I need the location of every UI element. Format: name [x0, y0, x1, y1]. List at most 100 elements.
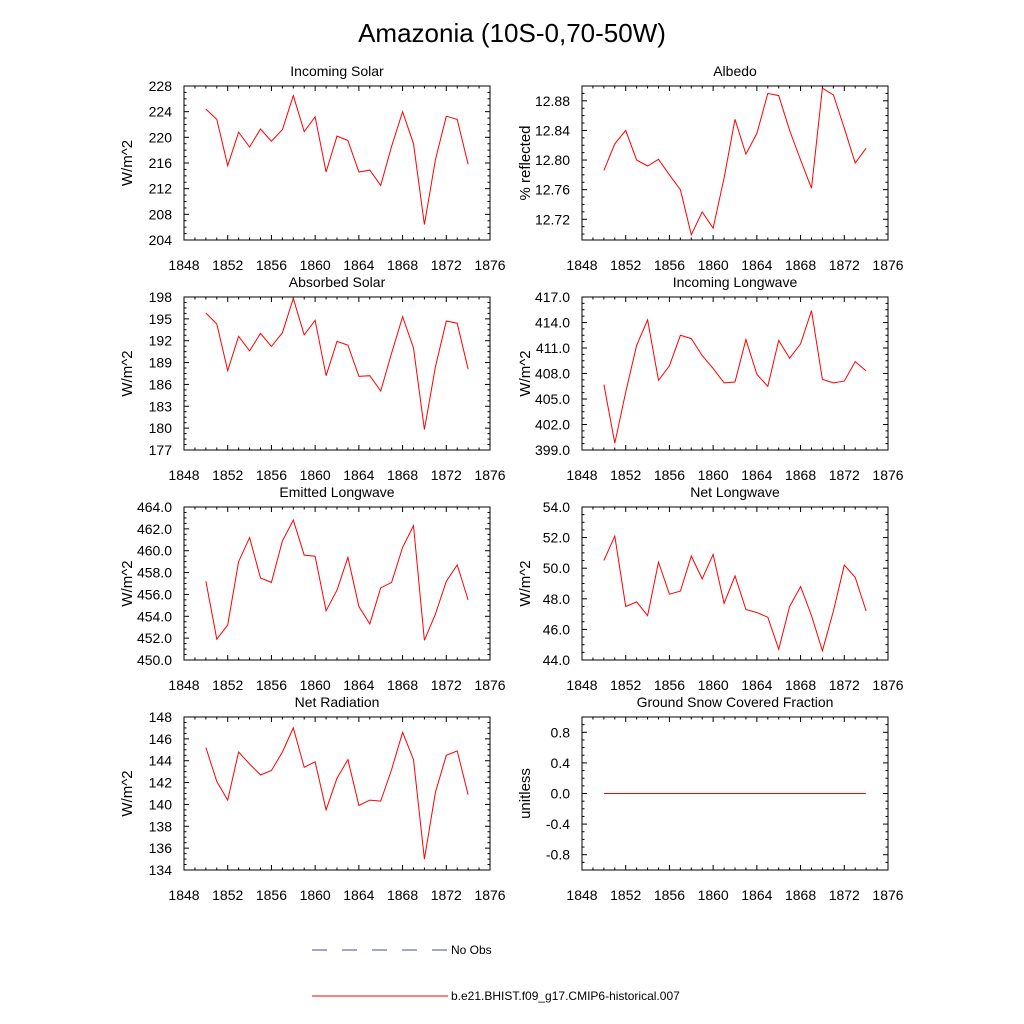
chart-panel-7: Ground Snow Covered Fraction unitless 1848… [517, 694, 904, 903]
plot-frame [183, 506, 491, 661]
y-tick-label: 189 [149, 355, 173, 371]
x-tick-label: 1848 [168, 257, 199, 273]
x-tick-label: 1852 [212, 887, 243, 903]
x-tick-label: 1864 [343, 257, 374, 273]
x-tick-label: 1852 [212, 467, 243, 483]
x-tick-label: 1860 [698, 677, 729, 693]
y-tick-label: 452.0 [137, 630, 172, 646]
x-tick-label: 1872 [829, 257, 860, 273]
legend-label-model: b.e21.BHIST.f09_g17.CMIP6-historical.007 [451, 989, 680, 1003]
y-tick-label: 12.80 [535, 152, 570, 168]
y-axis-label: W/m^2 [119, 560, 136, 606]
x-tick-label: 1868 [387, 257, 418, 273]
y-tick-label: 12.76 [535, 182, 570, 198]
x-tick-label: 1876 [474, 467, 505, 483]
chart-panel-4: Emitted Longwave W/m^2 1848 1852 1856 1860 186… [119, 484, 506, 693]
x-tick-label: 1860 [300, 677, 331, 693]
x-tick-label: 1868 [785, 677, 816, 693]
x-tick-label: 1856 [654, 467, 685, 483]
y-tick-label: 408.0 [535, 366, 570, 382]
chart-panel-6: Net Radiation W/m^2 1848 1852 1856 1860 1864 18… [119, 694, 506, 903]
x-tick-label: 1876 [872, 677, 903, 693]
y-tick-label: 192 [149, 333, 173, 349]
y-tick-label: 399.0 [535, 442, 570, 458]
y-tick-label: -0.4 [546, 816, 570, 832]
series-line [603, 310, 867, 444]
series-line [603, 534, 867, 653]
panel-title: Incoming Solar [290, 63, 384, 79]
y-tick-label: 450.0 [137, 652, 172, 668]
legend-label-no-obs: No Obs [451, 943, 492, 957]
y-tick-label: 46.0 [543, 621, 570, 637]
x-tick-label: 1864 [741, 257, 772, 273]
x-tick-label: 1864 [343, 887, 374, 903]
y-tick-label: 136 [149, 840, 173, 856]
y-tick-label: 0.4 [551, 755, 571, 771]
chart-panel-5: Net Longwave W/m^2 1848 1852 1856 1860 1864 186… [517, 484, 904, 693]
x-tick-label: 1868 [387, 887, 418, 903]
y-tick-label: 44.0 [543, 652, 570, 668]
panel-title: Net Longwave [690, 484, 780, 500]
x-tick-label: 1876 [474, 677, 505, 693]
y-axis-label: unitless [517, 768, 534, 819]
y-tick-label: 460.0 [137, 543, 172, 559]
y-tick-label: 144 [149, 753, 173, 769]
x-tick-label: 1876 [474, 887, 505, 903]
x-tick-label: 1852 [610, 467, 641, 483]
chart-panel-0: Incoming Solar W/m^2 1848 1852 1856 1860 1864 1… [119, 63, 506, 273]
y-tick-label: 405.0 [535, 391, 570, 407]
x-tick-label: 1856 [654, 257, 685, 273]
y-tick-label: 183 [149, 398, 173, 414]
y-axis-label: W/m^2 [517, 560, 534, 606]
y-tick-label: 208 [149, 206, 173, 222]
x-tick-label: 1872 [829, 677, 860, 693]
x-tick-label: 1856 [654, 887, 685, 903]
x-tick-label: 1872 [431, 257, 462, 273]
x-tick-label: 1872 [431, 467, 462, 483]
x-tick-label: 1848 [566, 467, 597, 483]
y-tick-label: 224 [149, 104, 173, 120]
y-tick-label: 464.0 [137, 499, 172, 515]
y-axis-label: W/m^2 [119, 770, 136, 816]
x-tick-label: 1856 [256, 887, 287, 903]
y-tick-label: 417.0 [535, 289, 570, 305]
y-tick-label: 50.0 [543, 560, 570, 576]
x-tick-label: 1860 [300, 887, 331, 903]
y-tick-label: 456.0 [137, 586, 172, 602]
y-tick-label: 48.0 [543, 591, 570, 607]
x-tick-label: 1876 [872, 257, 903, 273]
x-tick-label: 1848 [566, 887, 597, 903]
x-tick-label: 1868 [387, 467, 418, 483]
y-tick-label: 0.8 [551, 724, 571, 740]
y-tick-label: 186 [149, 376, 173, 392]
plot-frame [581, 296, 889, 451]
panel-title: Albedo [713, 63, 757, 79]
y-tick-label: 12.88 [535, 93, 570, 109]
series-line [205, 93, 469, 225]
plot-frame [183, 296, 491, 451]
y-tick-label: 216 [149, 155, 173, 171]
plot-frame [581, 85, 889, 241]
x-tick-label: 1848 [168, 467, 199, 483]
x-tick-label: 1852 [610, 887, 641, 903]
y-tick-label: 134 [149, 862, 173, 878]
y-tick-label: 138 [149, 818, 173, 834]
x-tick-label: 1868 [785, 257, 816, 273]
series-line [603, 87, 867, 237]
y-tick-label: 198 [149, 289, 173, 305]
y-tick-label: 204 [149, 232, 173, 248]
y-tick-label: -0.8 [546, 847, 570, 863]
panel-title: Net Radiation [295, 694, 380, 710]
y-tick-label: 0.0 [551, 786, 571, 802]
x-tick-label: 1876 [872, 467, 903, 483]
x-tick-label: 1860 [698, 467, 729, 483]
panel-title: Absorbed Solar [289, 274, 386, 290]
x-tick-label: 1860 [698, 887, 729, 903]
series-line [205, 296, 469, 430]
y-axis-label: W/m^2 [517, 350, 534, 396]
y-tick-label: 414.0 [535, 315, 570, 331]
y-tick-label: 402.0 [535, 417, 570, 433]
x-tick-label: 1864 [343, 467, 374, 483]
x-tick-label: 1872 [829, 887, 860, 903]
